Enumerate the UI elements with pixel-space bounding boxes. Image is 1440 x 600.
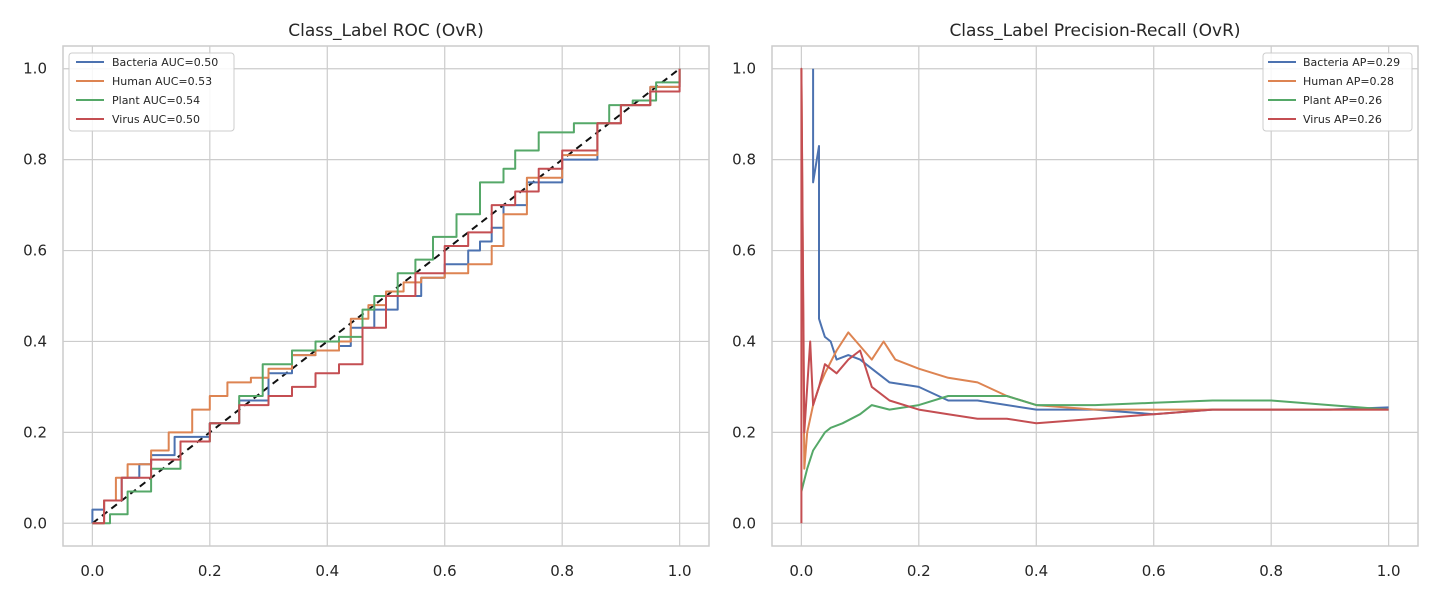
pr-panel: Class_Label Precision-Recall (OvR) 0.0 0.… xyxy=(732,21,1419,580)
pr-x-tick-labels: 0.0 0.2 0.4 0.6 0.8 1.0 xyxy=(789,562,1400,580)
roc-y-tick-label: 0.2 xyxy=(23,423,47,441)
roc-y-tick-label: 0.0 xyxy=(23,514,47,532)
pr-legend-label-virus: Virus AP=0.26 xyxy=(1303,113,1382,126)
roc-x-tick-label: 0.6 xyxy=(433,562,457,580)
pr-legend-label-plant: Plant AP=0.26 xyxy=(1303,94,1382,107)
roc-y-tick-label: 0.4 xyxy=(23,332,47,350)
pr-x-tick-label: 0.0 xyxy=(789,562,813,580)
pr-legend-box xyxy=(1262,52,1413,132)
roc-y-tick-label: 0.6 xyxy=(23,242,47,260)
roc-y-tick-labels: 0.0 0.2 0.4 0.6 0.8 1.0 xyxy=(23,60,47,533)
pr-legend-label-human: Human AP=0.28 xyxy=(1303,75,1394,88)
pr-x-tick-label: 0.6 xyxy=(1142,562,1166,580)
roc-y-tick-label: 1.0 xyxy=(23,60,47,78)
roc-x-tick-label: 0.2 xyxy=(198,562,222,580)
pr-legend-label-bacteria: Bacteria AP=0.29 xyxy=(1303,56,1400,69)
roc-x-tick-labels: 0.0 0.2 0.4 0.6 0.8 1.0 xyxy=(80,562,691,580)
roc-legend-label-plant: Plant AUC=0.54 xyxy=(112,94,200,107)
roc-legend-box xyxy=(68,52,235,132)
roc-x-tick-label: 0.0 xyxy=(80,562,104,580)
roc-title: Class_Label ROC (OvR) xyxy=(288,21,483,41)
roc-x-tick-label: 1.0 xyxy=(668,562,692,580)
roc-legend-label-human: Human AUC=0.53 xyxy=(112,75,212,88)
pr-y-tick-label: 0.8 xyxy=(732,151,756,169)
roc-panel: Class_Label ROC (OvR) 0.0 0.2 0.4 0.6 0.8 1.0… xyxy=(23,21,710,580)
roc-series-virus xyxy=(92,68,681,525)
roc-series-human xyxy=(92,68,681,525)
pr-y-tick-label: 0.6 xyxy=(732,242,756,260)
pr-y-tick-label: 1.0 xyxy=(732,60,756,78)
roc-series xyxy=(91,68,681,525)
pr-series-plant xyxy=(800,395,1389,492)
pr-series xyxy=(800,67,1389,524)
roc-legend: Bacteria AUC=0.50 Human AUC=0.53 Plant A… xyxy=(68,52,235,132)
pr-y-tick-labels: 0.0 0.2 0.4 0.6 0.8 1.0 xyxy=(732,60,756,533)
roc-y-tick-label: 0.8 xyxy=(23,151,47,169)
roc-reference-line xyxy=(91,67,681,525)
roc-legend-label-bacteria: Bacteria AUC=0.50 xyxy=(112,56,218,69)
roc-x-tick-label: 0.8 xyxy=(550,562,574,580)
roc-legend-label-virus: Virus AUC=0.50 xyxy=(112,113,200,126)
pr-y-tick-label: 0.0 xyxy=(732,514,756,532)
pr-x-tick-label: 1.0 xyxy=(1377,562,1401,580)
pr-x-tick-label: 0.8 xyxy=(1259,562,1283,580)
roc-x-tick-label: 0.4 xyxy=(315,562,339,580)
pr-legend: Bacteria AP=0.29 Human AP=0.28 Plant AP=… xyxy=(1262,52,1413,132)
pr-series-virus xyxy=(800,67,1389,524)
pr-x-tick-label: 0.4 xyxy=(1024,562,1048,580)
pr-y-tick-label: 0.2 xyxy=(732,423,756,441)
pr-x-tick-label: 0.2 xyxy=(907,562,931,580)
pr-y-tick-label: 0.4 xyxy=(732,332,756,350)
roc-diagonal-reference xyxy=(91,67,681,525)
pr-title: Class_Label Precision-Recall (OvR) xyxy=(949,21,1240,41)
